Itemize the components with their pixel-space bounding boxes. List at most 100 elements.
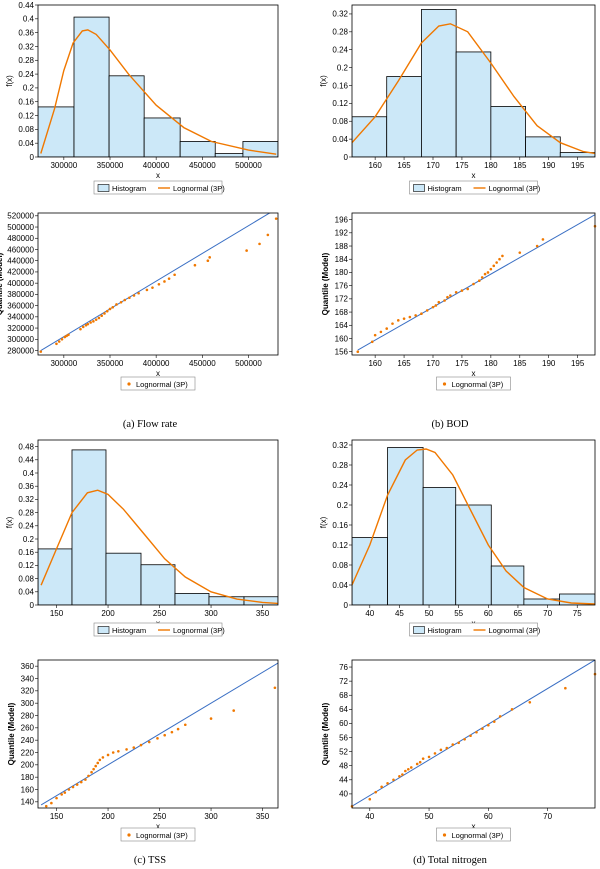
data-point bbox=[115, 303, 118, 306]
data-point bbox=[55, 342, 58, 346]
y-tick-label: 500000 bbox=[7, 223, 34, 232]
y-tick-label: 0.32 bbox=[18, 495, 34, 504]
data-point bbox=[123, 298, 127, 302]
data-point bbox=[94, 318, 98, 321]
y-tick-label: 140 bbox=[21, 798, 35, 807]
data-point bbox=[404, 769, 407, 773]
data-point bbox=[176, 727, 180, 731]
data-point bbox=[193, 263, 197, 267]
data-point bbox=[173, 273, 176, 277]
bar bbox=[242, 141, 278, 157]
y-tick-label: 400000 bbox=[7, 279, 34, 288]
y-tick-label: 0.28 bbox=[332, 28, 348, 37]
data-point bbox=[418, 760, 422, 764]
legend-box bbox=[436, 827, 511, 842]
data-point bbox=[420, 312, 423, 316]
y-tick-label: 200 bbox=[21, 761, 35, 770]
y-tick-label: 180 bbox=[335, 268, 349, 277]
bar bbox=[455, 51, 492, 157]
bar bbox=[386, 76, 422, 157]
data-point bbox=[266, 233, 270, 237]
data-point bbox=[492, 264, 496, 268]
data-point bbox=[60, 793, 63, 796]
data-point bbox=[431, 305, 435, 309]
data-point bbox=[460, 289, 464, 292]
x-tick-label: 500000 bbox=[235, 359, 262, 368]
data-point bbox=[495, 261, 498, 264]
bar bbox=[455, 504, 492, 605]
plot-frame bbox=[37, 4, 279, 158]
bar bbox=[108, 75, 145, 157]
x-tick-label: 400000 bbox=[143, 359, 170, 368]
data-point bbox=[183, 723, 187, 727]
data-point bbox=[274, 217, 278, 220]
x-tick-label: 50 bbox=[425, 812, 434, 821]
data-point bbox=[439, 748, 443, 752]
data-point bbox=[81, 325, 85, 329]
y-tick-label: 68 bbox=[339, 691, 348, 700]
data-point bbox=[425, 309, 429, 312]
y-axis-label: f(x) bbox=[319, 516, 328, 528]
data-point bbox=[385, 327, 389, 330]
y-tick-label: 160 bbox=[21, 785, 35, 794]
data-point bbox=[273, 686, 277, 690]
tn-qq: 40 50 60 70 40 44 48 52 56 60 64 68 72 76 x Quantile (M… bbox=[321, 659, 597, 842]
y-tick-label: 60 bbox=[339, 719, 348, 728]
y-tick-label: 280000 bbox=[7, 346, 34, 355]
y-tick-label: 0.08 bbox=[18, 574, 34, 583]
data-point bbox=[79, 327, 82, 331]
data-point bbox=[75, 783, 79, 786]
data-point bbox=[541, 238, 545, 241]
x-tick-label: 175 bbox=[455, 359, 469, 368]
y-tick-label: 0.28 bbox=[332, 461, 348, 470]
legend-label-curve: Lognormal (3P) bbox=[173, 184, 225, 193]
x-tick-label: 170 bbox=[426, 161, 440, 170]
y-axis-label: f(x) bbox=[319, 75, 328, 87]
x-tick-label: 350 bbox=[256, 812, 270, 821]
legend-swatch-histogram bbox=[97, 626, 110, 634]
data-point bbox=[421, 757, 425, 760]
y-tick-label: 300000 bbox=[7, 335, 34, 344]
y-tick-label: 440000 bbox=[7, 257, 34, 266]
bar bbox=[73, 16, 110, 157]
y-tick-label: 64 bbox=[339, 705, 348, 714]
data-point bbox=[379, 330, 383, 334]
data-point bbox=[208, 256, 211, 259]
data-point bbox=[469, 734, 472, 738]
y-tick-label: 520000 bbox=[7, 212, 34, 221]
data-point bbox=[398, 774, 401, 778]
data-point bbox=[60, 337, 64, 341]
bar bbox=[525, 136, 561, 157]
data-point bbox=[44, 804, 48, 808]
x-axis-label: x bbox=[156, 369, 160, 378]
y-axis-label: f(x) bbox=[5, 75, 14, 87]
data-point bbox=[415, 762, 419, 766]
data-point bbox=[92, 320, 95, 323]
y-tick-label: 196 bbox=[335, 215, 349, 224]
bar bbox=[490, 106, 526, 157]
data-point bbox=[139, 743, 143, 747]
x-tick-label: 65 bbox=[513, 609, 522, 618]
y-tick-label: 0 bbox=[344, 601, 349, 610]
data-point bbox=[163, 280, 166, 283]
x-tick-label: 60 bbox=[484, 609, 493, 618]
data-point bbox=[501, 254, 504, 258]
plot-frame bbox=[37, 439, 279, 606]
legend-label-curve: Lognormal (3P) bbox=[489, 184, 541, 193]
y-tick-label: 220 bbox=[21, 748, 35, 757]
data-point bbox=[92, 767, 95, 771]
y-tick-label: 0.28 bbox=[18, 508, 34, 517]
plot-frame bbox=[37, 659, 279, 809]
flow-hist: 300000 350000 400000 450000 500000 0 0.04 0.08 0… bbox=[5, 1, 279, 195]
data-point bbox=[386, 782, 389, 785]
y-tick-label: 0.04 bbox=[18, 139, 34, 148]
data-point bbox=[111, 751, 115, 754]
density-curve bbox=[40, 489, 278, 605]
y-tick-label: 0.16 bbox=[332, 81, 348, 90]
y-axis-label: f(x) bbox=[5, 516, 14, 528]
x-axis-label: x bbox=[156, 171, 160, 180]
data-point bbox=[94, 764, 97, 768]
data-point bbox=[98, 758, 102, 762]
legend-swatch-histogram bbox=[413, 626, 425, 634]
data-point bbox=[510, 708, 514, 711]
